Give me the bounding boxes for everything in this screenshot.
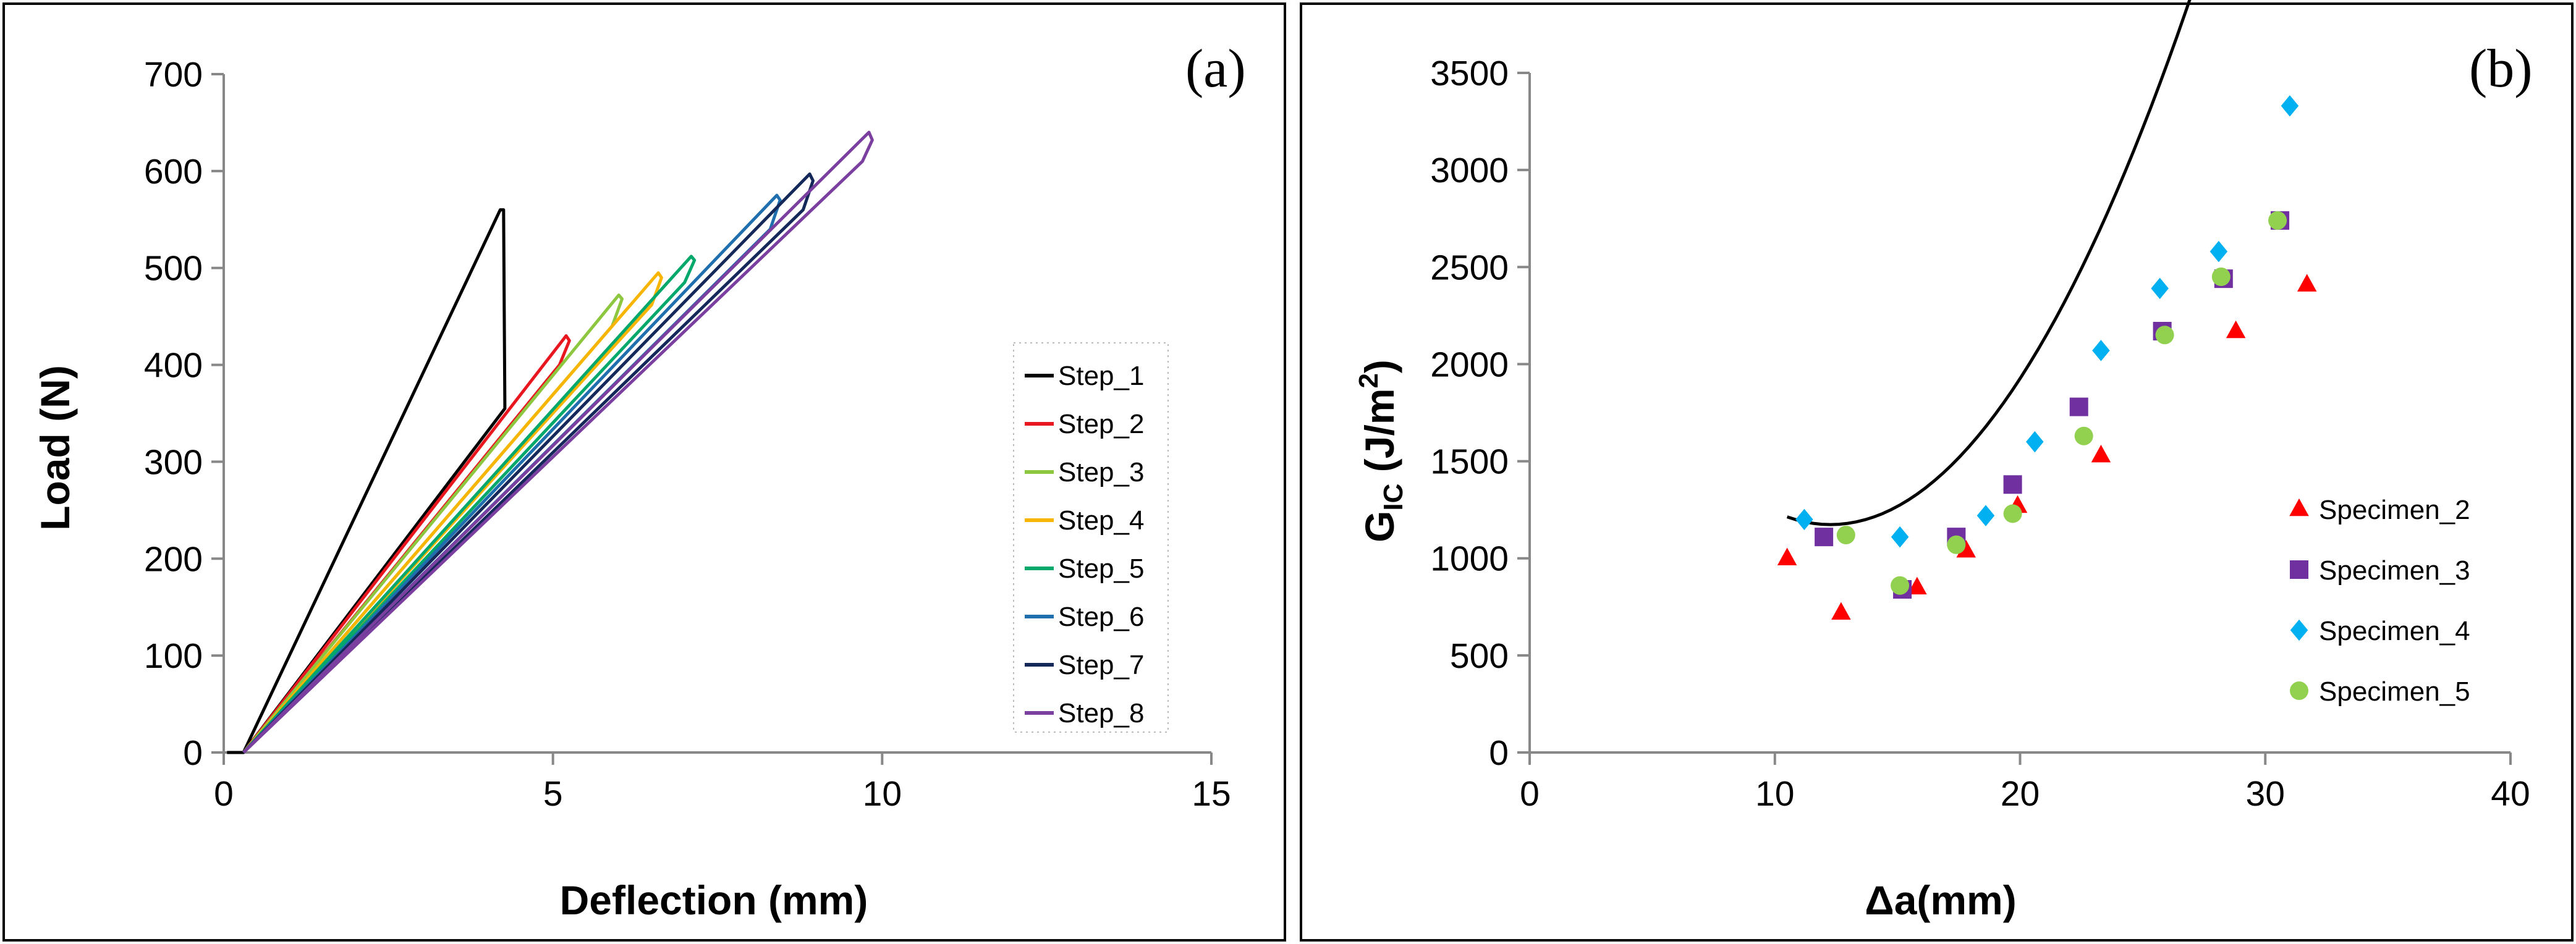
panel-a-axes: 0 100 200 300 400 500 600 700 0 5 10 15 [144,55,1231,814]
data-point-specimen-2 [2297,274,2317,292]
data-point-specimen-5 [2211,268,2231,286]
panel-b-label: (b) [2469,39,2533,99]
data-point-specimen-5 [1836,526,1855,544]
panel-b-y-tick-label: 2000 [1430,345,1509,384]
series-line-step-8 [242,130,874,754]
data-point-specimen-4 [1976,505,1995,526]
legend-label-specimen-4: Specimen_4 [2319,616,2470,646]
data-point-specimen-5 [2155,326,2174,345]
panel-b-y-tick-label: 500 [1450,636,1509,676]
data-point-specimen-2 [2226,320,2246,339]
ylabel-units: (J/m [1357,389,1402,484]
data-point-specimen-3 [2069,397,2088,416]
panel-a-y-tick-label: 100 [144,636,203,676]
data-point-specimen-4 [1891,526,1909,548]
legend-label-specimen-3: Specimen_3 [2319,555,2470,586]
ylabel-close: ) [1357,360,1402,373]
data-point-specimen-4 [1795,508,1813,531]
data-point-specimen-4 [2151,277,2169,300]
legend-label-step-1: Step_1 [1058,361,1144,391]
data-point-specimen-4 [2281,95,2299,117]
panel-b-legend: Specimen_2 Specimen_3 Specimen_4 Specimen_5 [2289,495,2470,707]
panel-b-x-tick-label: 40 [2491,774,2530,814]
panel-b-y-tick-label: 1500 [1430,442,1509,482]
panel-a-x-tick-label: 10 [863,774,902,814]
legend-label-step-5: Step_5 [1058,554,1144,584]
legend-marker-specimen-3 [2290,560,2308,579]
data-point-specimen-2 [2091,444,2111,463]
panel-b-axes: 0 500 1000 1500 2000 2500 3000 3500 0 10 20 30 40 [1430,54,2530,814]
panel-b-y-tick-label: 2500 [1430,248,1509,287]
panel-b-x-tick-label: 10 [1755,774,1794,814]
ylabel-sub: IC [1378,484,1409,511]
panel-b-frame [1300,2,2574,942]
panel-a-y-tick-label: 400 [144,346,203,386]
panel-a-xlabel: Deflection (mm) [560,877,868,923]
series-line-step-7 [242,172,815,754]
legend-label-step-2: Step_2 [1058,409,1144,439]
panel-b-chart: 0 500 1000 1500 2000 2500 3000 3500 0 10 20 30 40 Sp… [1354,0,2533,923]
data-point-specimen-2 [1956,539,1976,558]
panel-a-x-tick-label: 0 [214,774,234,814]
panel-a-y-tick-label: 300 [144,442,203,482]
data-point-specimen-5 [2074,426,2093,445]
panel-b-xlabel: Δa(mm) [1865,877,2016,923]
data-point-specimen-4 [2092,340,2110,361]
panel-b-ylabel: GIC (J/m2) [1354,360,1409,542]
panel-a-series [227,130,874,754]
data-point-specimen-3 [1815,528,1834,547]
panel-a-y-tick-label: 700 [144,55,203,95]
series-line-step-5 [242,255,697,754]
data-point-specimen-3 [2003,475,2022,494]
panel-a-y-tick-label: 500 [144,249,203,289]
legend-marker-specimen-2 [2289,498,2309,516]
legend-label-step-6: Step_6 [1058,602,1144,632]
legend-label-step-8: Step_8 [1058,698,1144,728]
panel-b-x-tick-label: 0 [1520,774,1540,814]
legend-label-step-4: Step_4 [1058,505,1144,536]
panel-b-series [1777,95,2317,620]
data-point-specimen-4 [2210,240,2228,263]
legend-label-specimen-2: Specimen_2 [2319,495,2470,525]
data-point-specimen-5 [2268,211,2287,230]
panel-a-x-tick-label: 15 [1192,774,1231,814]
panel-a-y-tick-label: 600 [144,152,203,192]
legend-label-specimen-5: Specimen_5 [2319,676,2470,707]
legend-label-step-7: Step_7 [1058,650,1144,680]
panel-a-y-tick-label: 200 [144,539,203,579]
panel-b-trendline [1786,0,2192,526]
data-point-specimen-2 [1777,547,1797,565]
trendline-curve [1786,0,2192,526]
panel-b-y-tick-label: 0 [1489,733,1509,773]
panel-a-frame [2,2,1286,942]
panel-b-x-tick-label: 20 [2001,774,2040,814]
data-point-specimen-5 [2003,504,2022,523]
data-point-specimen-4 [2026,431,2044,453]
panel-b-y-tick-label: 3000 [1430,151,1509,190]
panel-a-legend: Step_1 Step_2 Step_3 Step_4 Step_5 Step_6 Step… [1013,342,1169,733]
data-point-specimen-5 [1891,576,1910,595]
legend-marker-specimen-5 [2290,681,2308,700]
panel-a-label: (a) [1185,39,1246,99]
panel-b-x-tick-label: 30 [2246,774,2285,814]
legend-label-step-3: Step_3 [1058,457,1144,487]
series-line-step-1 [227,208,507,754]
panel-a-ylabel: Load (N) [32,365,78,531]
panel-b-y-tick-label: 3500 [1430,54,1509,93]
panel-a-x-tick-label: 5 [543,774,563,814]
panel-a-y-tick-label: 0 [183,733,203,773]
data-point-specimen-2 [1831,602,1851,620]
data-point-specimen-2 [1907,576,1927,595]
series-line-step-4 [242,271,663,754]
ylabel-sup: 2 [1354,373,1384,388]
panel-b-y-tick-label: 1000 [1430,539,1509,579]
data-point-specimen-5 [1947,535,1966,554]
legend-marker-specimen-4 [2290,619,2308,641]
ylabel-g: G [1357,511,1402,542]
